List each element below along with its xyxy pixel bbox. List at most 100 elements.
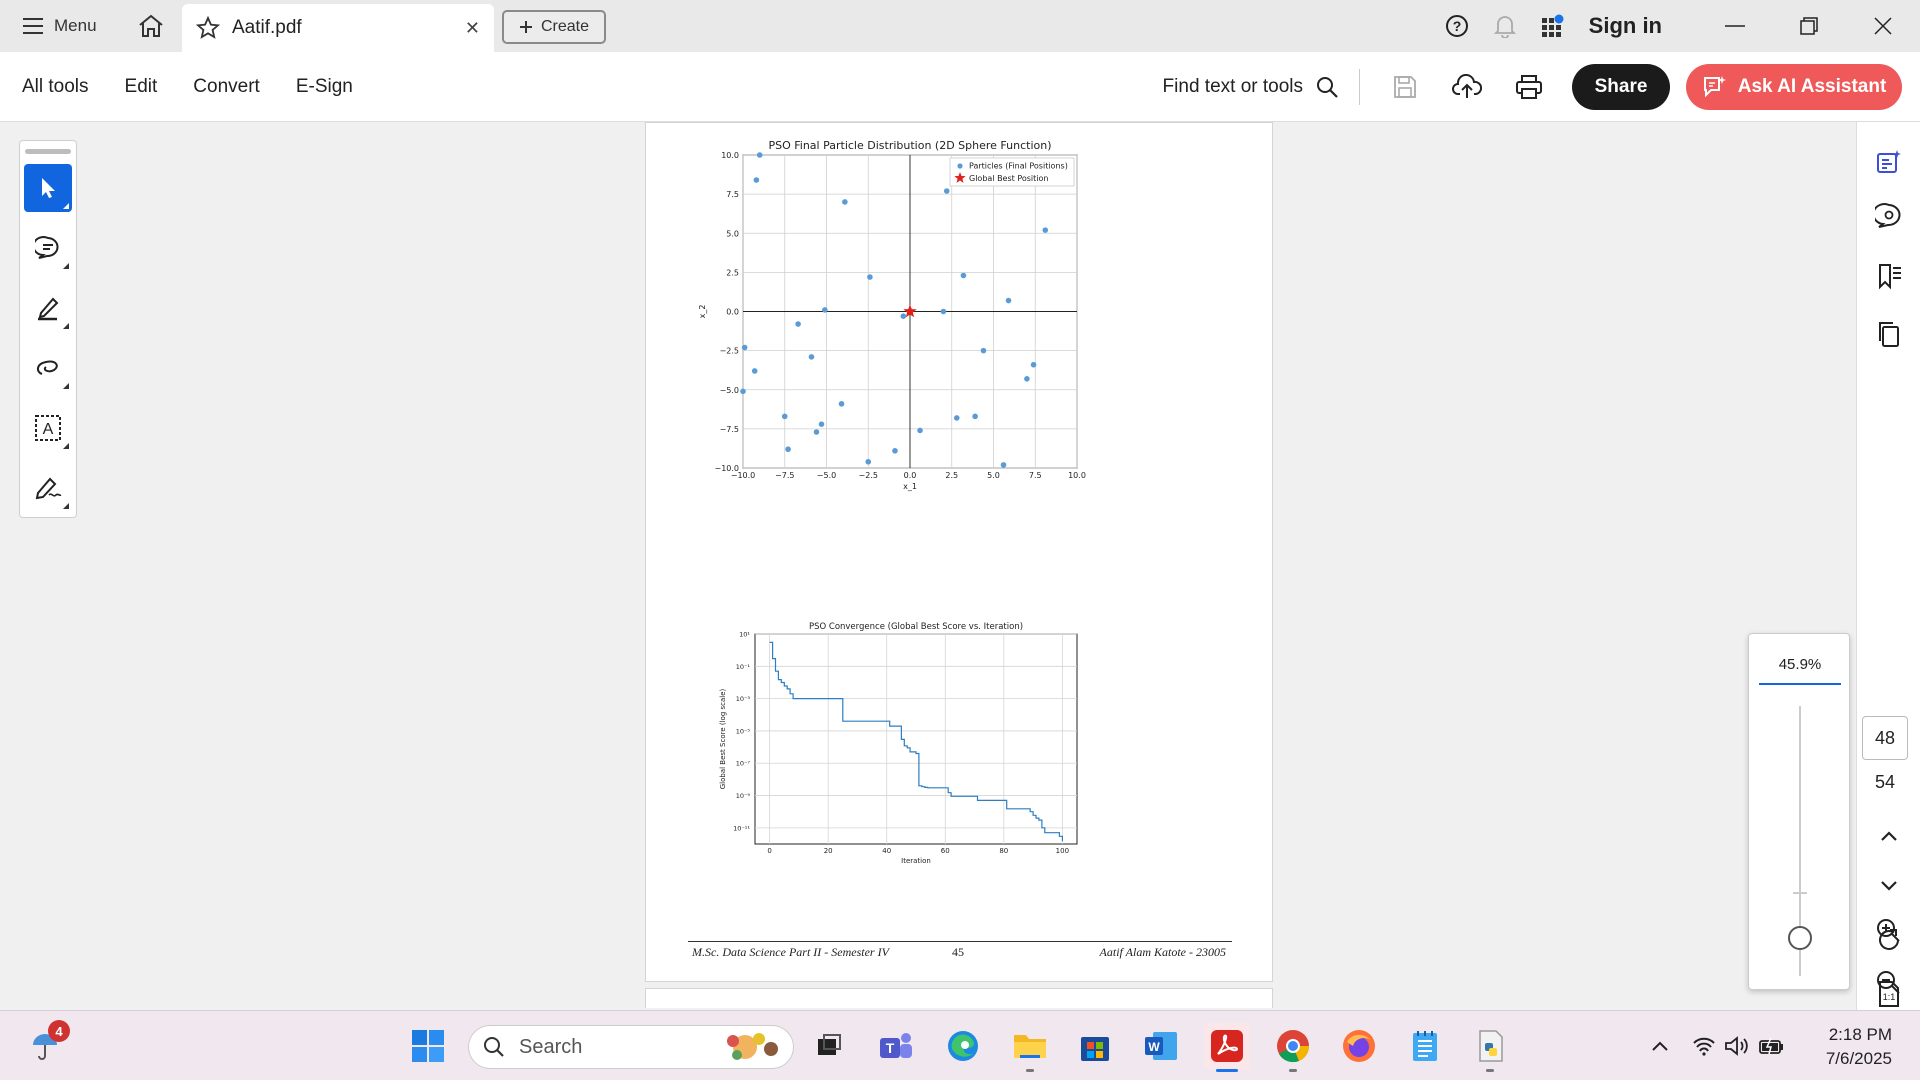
all-tools-menu[interactable]: All tools (22, 75, 89, 97)
panel-grip[interactable] (25, 149, 71, 154)
page-thumbnails-button[interactable] (1871, 316, 1907, 352)
edit-menu[interactable]: Edit (124, 75, 158, 97)
particle-point (1030, 361, 1037, 368)
particle-point (940, 308, 947, 315)
highlight-tool[interactable] (24, 284, 72, 332)
minimize-button[interactable] (1698, 0, 1772, 52)
word-app[interactable]: W (1138, 1023, 1184, 1069)
zoom-popup: 45.9% (1748, 633, 1850, 990)
convergence-y-axis-label: Global Best Score (log scale) (719, 688, 727, 789)
total-pages: 54 (1874, 772, 1896, 792)
particle-point (740, 388, 746, 395)
scatter-y-axis-label: x_2 (698, 305, 707, 319)
particle-point (1005, 297, 1012, 304)
windows-logo-icon (412, 1030, 444, 1062)
create-button[interactable]: Create (502, 10, 606, 44)
select-tool[interactable] (24, 164, 72, 212)
save-button[interactable] (1374, 52, 1436, 122)
document-tab[interactable]: Aatif.pdf ✕ (182, 4, 494, 52)
scatter-x-tick-label: 0.0 (904, 471, 917, 480)
notepad-app[interactable] (1402, 1023, 1448, 1069)
scatter-x-tick-label: −7.5 (775, 471, 794, 480)
zoom-value-input[interactable]: 45.9% (1759, 656, 1841, 685)
restore-button[interactable] (1772, 0, 1846, 52)
text-box-tool[interactable]: A (24, 404, 72, 452)
convergence-y-tick-label: 10⁻⁹ (736, 792, 751, 800)
bookmarks-button[interactable] (1871, 258, 1907, 294)
particle-point (917, 427, 923, 434)
python-app[interactable] (1468, 1023, 1514, 1069)
zoom-slider-handle[interactable] (1788, 926, 1812, 950)
file-explorer-app[interactable] (1007, 1023, 1053, 1069)
zoom-in-icon (1877, 919, 1900, 942)
convergence-x-tick-label: 60 (941, 847, 950, 855)
edge-app[interactable] (940, 1023, 986, 1069)
star-icon[interactable] (196, 16, 220, 40)
close-window-button[interactable] (1846, 0, 1920, 52)
menu-button[interactable]: Menu (0, 0, 119, 52)
comment-tool[interactable] (24, 224, 72, 272)
zoom-out-icon (1877, 971, 1900, 994)
teams-app[interactable]: T (873, 1023, 919, 1069)
particle-point (753, 177, 760, 183)
draw-tool[interactable] (24, 344, 72, 392)
scatter-title: PSO Final Particle Distribution (2D Sphe… (768, 139, 1051, 152)
sign-tool[interactable] (24, 464, 72, 512)
convert-menu[interactable]: Convert (193, 75, 260, 97)
fit-page-icon: 1:1 (1879, 981, 1899, 1007)
signature-pen-icon (35, 477, 62, 500)
next-page-button[interactable] (1871, 868, 1907, 904)
fit-page-button[interactable]: 1:1 (1871, 976, 1907, 1012)
sign-in-button[interactable]: Sign in (1588, 13, 1662, 38)
rotate-button[interactable] (1871, 922, 1907, 958)
legend-particles-label: Particles (Final Positions) (969, 162, 1068, 171)
system-tray[interactable] (1684, 1023, 1794, 1069)
particle-point (1042, 227, 1049, 233)
comments-panel-button[interactable] (1871, 198, 1907, 234)
print-button[interactable] (1498, 52, 1560, 122)
ai-summary-button[interactable] (1871, 144, 1907, 180)
convergence-y-tick-label: 10⁻⁷ (736, 760, 751, 768)
store-app[interactable] (1072, 1023, 1118, 1069)
scatter-y-tick-label: 2.5 (726, 268, 739, 277)
particle-point (980, 347, 987, 354)
zoom-slider-track[interactable] (1799, 706, 1801, 976)
ai-assistant-icon (1703, 76, 1726, 98)
esign-menu[interactable]: E-Sign (295, 75, 353, 97)
chrome-running-indicator (1289, 1069, 1297, 1072)
search-icon (1317, 77, 1338, 98)
freehand-icon (36, 360, 58, 375)
ai-assistant-button[interactable]: Ask AI Assistant (1686, 64, 1902, 110)
svg-text:W: W (1148, 1040, 1160, 1054)
home-button[interactable] (129, 4, 173, 48)
previous-page-button[interactable] (1871, 818, 1907, 854)
current-page-input[interactable]: 48 (1862, 716, 1908, 760)
select-tool-more (63, 203, 69, 209)
notifications-button[interactable] (1481, 0, 1529, 52)
create-label: Create (540, 18, 590, 35)
firefox-app[interactable] (1336, 1023, 1382, 1069)
acrobat-app[interactable] (1204, 1023, 1250, 1069)
zoom-in-button[interactable] (1870, 912, 1906, 948)
highlighter-icon (38, 297, 59, 321)
acrobat-active-indicator (1216, 1069, 1238, 1072)
chrome-app[interactable] (1270, 1023, 1316, 1069)
task-view-button[interactable] (806, 1023, 852, 1069)
taskbar-clock[interactable]: 2:18 PM 7/6/2025 (1826, 1023, 1892, 1071)
chevron-down-icon (1881, 881, 1897, 891)
apps-button[interactable] (1529, 0, 1577, 52)
help-icon: ? (1445, 15, 1468, 37)
zoom-out-button[interactable] (1870, 964, 1906, 1000)
show-hidden-icons-button[interactable] (1637, 1023, 1683, 1069)
scatter-y-tick-label: 0.0 (726, 308, 739, 317)
find-tools-button[interactable]: Find text or tools (1163, 69, 1360, 105)
convergence-chart: 0 20 40 60 80 100 10¹ 10⁻¹ 10⁻³ 10⁻⁵ 10⁻⁷ 10⁻⁹ 10⁻¹¹… (719, 622, 1078, 865)
close-tab-icon[interactable]: ✕ (464, 17, 480, 38)
taskbar-search[interactable]: Search (468, 1025, 794, 1069)
upload-button[interactable] (1436, 52, 1498, 122)
text-box-icon: A (35, 415, 61, 441)
help-button[interactable]: ? (1433, 0, 1481, 52)
share-button[interactable]: Share (1572, 64, 1670, 110)
convergence-plot-area (754, 633, 1078, 845)
start-button[interactable] (405, 1023, 451, 1069)
